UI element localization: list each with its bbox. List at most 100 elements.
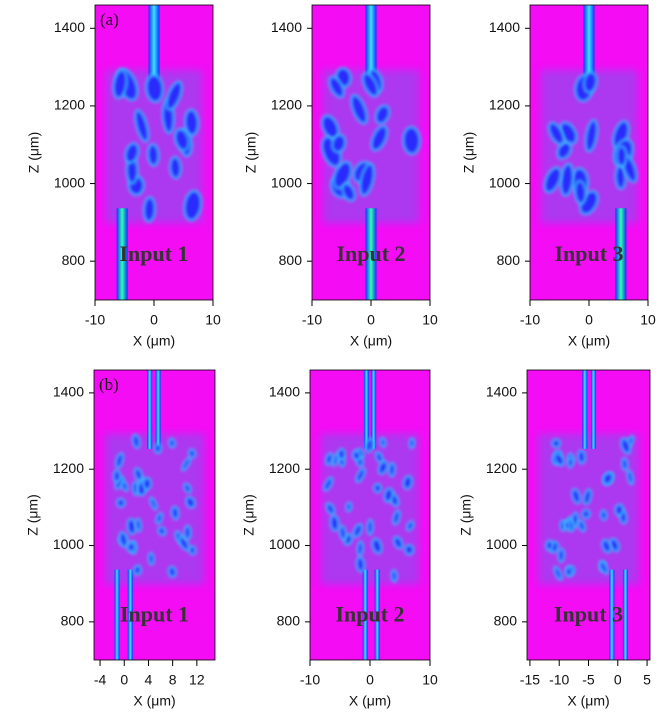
x-tick-label: 0 [150, 312, 158, 328]
x-tick-label: 0 [366, 672, 374, 688]
field-lobe [124, 142, 140, 164]
plot-frame [93, 369, 216, 661]
field-lobe [361, 72, 380, 98]
y-tick-label: 800 [62, 252, 86, 268]
y-axis-label: Z (μm) [458, 494, 474, 536]
x-tick-label: 10 [422, 312, 438, 328]
field-lobe [181, 456, 192, 472]
input-guide [116, 208, 128, 300]
y-axis-label: Z (μm) [461, 132, 477, 174]
field-lobe [351, 450, 362, 461]
field-lobe [170, 505, 180, 521]
field-lobe [602, 472, 614, 485]
field-lobe [563, 520, 572, 531]
y-tick-label: 1200 [54, 97, 85, 113]
field-lobe [371, 537, 383, 555]
annotation: Input 1 [119, 241, 188, 266]
field-lobe [566, 456, 575, 469]
field-lobe [325, 452, 334, 466]
y-tick-label: 1000 [53, 536, 84, 552]
field-lobe [553, 565, 563, 581]
field-lobe [598, 560, 609, 575]
field-lobe [408, 437, 416, 449]
field-lobe [329, 514, 340, 532]
annotation: Input 2 [335, 602, 404, 627]
x-tick-label: -5 [582, 672, 595, 688]
output-guide [582, 370, 588, 449]
y-tick-label: 1200 [269, 460, 300, 476]
field-lobe [118, 531, 129, 549]
field-lobe [147, 552, 155, 566]
input-guide [127, 569, 133, 660]
y-tick-label: 1200 [53, 460, 84, 476]
field-lobe [405, 520, 415, 532]
field-lobe [187, 448, 197, 459]
y-tick-label: 1400 [269, 384, 300, 400]
panel: 800 1000 1200 1400 -10 0 10 X (μm) Z (μm) Input 2 [241, 369, 438, 709]
field-lobe [131, 433, 141, 449]
field-image [94, 370, 215, 660]
field-lobe [126, 541, 136, 553]
field-lobe [390, 569, 398, 583]
x-tick-label: 0 [367, 312, 375, 328]
field-lobe [134, 517, 142, 533]
x-tick-label: 12 [189, 672, 205, 688]
field-lobe [183, 482, 192, 494]
field-lobe [599, 509, 608, 521]
annotation: Input 3 [554, 602, 623, 627]
field-lobe [145, 73, 164, 103]
x-tick-label: 0 [120, 672, 128, 688]
field-lobe [582, 488, 593, 506]
y-tick-label: 1400 [486, 384, 517, 400]
field-lobe [174, 128, 190, 152]
input-guide [362, 569, 368, 660]
x-axis-label: X (μm) [568, 333, 610, 349]
y-tick-label: 1200 [489, 97, 520, 113]
output-guide [583, 5, 595, 85]
field-lobe [392, 536, 404, 550]
field-lobe [370, 125, 389, 152]
field-image [527, 370, 650, 660]
y-tick-label: 1000 [489, 174, 520, 190]
x-tick-label: -10 [520, 312, 540, 328]
field-lobe [167, 565, 177, 578]
y-tick-label: 800 [494, 613, 518, 629]
y-axis-label: Z (μm) [243, 132, 259, 174]
field-lobe [402, 126, 421, 156]
x-tick-label: -10 [549, 672, 569, 688]
y-tick-label: 1000 [271, 174, 302, 190]
x-tick-label: 0 [614, 672, 622, 688]
annotation: Input 2 [336, 241, 405, 266]
input-guide [609, 569, 615, 660]
field-lobe [582, 71, 598, 94]
field-lobe [155, 512, 164, 525]
field-lobe [185, 496, 196, 509]
input-guide [615, 208, 627, 300]
field-lobe [553, 452, 565, 467]
x-tick-label: 0 [585, 312, 593, 328]
field-lobe [168, 437, 176, 449]
x-tick-label: -10 [85, 312, 105, 328]
annotation: Input 1 [120, 602, 189, 627]
field-lobe [387, 462, 396, 478]
field-lobe [352, 523, 363, 538]
field-lobe [355, 556, 366, 573]
field-lobe [374, 104, 391, 125]
input-guide [365, 208, 377, 300]
field-lobe [146, 143, 160, 167]
field-lobe [328, 75, 345, 99]
field-lobe [322, 476, 334, 492]
field-lobe [142, 196, 156, 223]
field-lobe [551, 438, 561, 449]
field-lobe [178, 535, 190, 551]
field-image [310, 370, 430, 660]
y-tick-label: 800 [277, 613, 301, 629]
field-lobe [112, 69, 128, 100]
x-tick-label: 10 [422, 672, 438, 688]
y-tick-label: 1000 [54, 174, 85, 190]
output-guide [363, 370, 369, 449]
x-axis-label: X (μm) [133, 693, 175, 709]
input-guide [622, 569, 628, 660]
panel-label: (b) [99, 375, 119, 394]
field-lobe [577, 449, 586, 465]
